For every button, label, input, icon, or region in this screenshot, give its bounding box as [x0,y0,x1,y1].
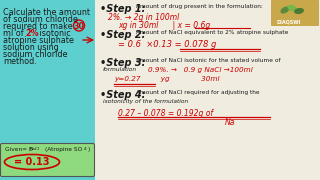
Text: NaCl: NaCl [30,147,40,151]
Text: •Step 3:: •Step 3: [100,58,146,68]
Text: 2%. → 2g in 100ml: 2%. → 2g in 100ml [108,13,179,22]
Text: Amount of NaCl equivalent to 2% atropine sulphate: Amount of NaCl equivalent to 2% atropine… [136,30,288,35]
Text: method.: method. [3,57,37,66]
Text: •Step 4:: •Step 4: [100,90,146,100]
Text: ): ) [87,147,89,152]
Text: DIAQSWI: DIAQSWI [277,20,301,25]
Ellipse shape [294,8,304,14]
Text: •Step 1:: •Step 1: [100,4,146,14]
FancyBboxPatch shape [271,0,319,26]
Text: (Atropine SO: (Atropine SO [45,147,82,152]
Text: 4: 4 [84,147,87,151]
Bar [95,0,320,180]
Text: Na: Na [225,118,236,127]
Text: Amount of NaCl isotonic for the stated volume of: Amount of NaCl isotonic for the stated v… [136,58,281,63]
Text: Amount of NaCl required for adjusting the: Amount of NaCl required for adjusting th… [136,90,260,95]
Text: = 0.6  ×0.13 = 0.078 g: = 0.6 ×0.13 = 0.078 g [118,40,216,49]
Text: •Step 2:: •Step 2: [100,30,146,40]
Ellipse shape [287,5,297,11]
Text: atropine sulphate: atropine sulphate [3,36,74,45]
Text: of sodium chloride: of sodium chloride [3,15,78,24]
Text: 0.27 – 0.078 = 0.192g of: 0.27 – 0.078 = 0.192g of [118,109,213,118]
Text: required to make: required to make [3,22,75,31]
Text: = 0.13: = 0.13 [14,157,50,167]
Text: solution using: solution using [3,43,59,52]
Text: Amount of drug present in the formulation:: Amount of drug present in the formulatio… [136,4,263,9]
Text: sodium chloride: sodium chloride [3,50,68,59]
Text: formulation: formulation [103,67,137,72]
Text: ml of: ml of [3,29,26,38]
Text: xg in 30ml      | x = 0.6g: xg in 30ml | x = 0.6g [118,21,210,30]
Text: isotonicity of the formulation: isotonicity of the formulation [103,99,188,104]
Text: 2%: 2% [25,29,39,38]
Text: Given= E: Given= E [5,147,33,152]
Bar [0,0,95,180]
Ellipse shape [280,6,290,14]
FancyBboxPatch shape [1,143,94,177]
Text: y=0.27         yg              30ml: y=0.27 yg 30ml [114,76,220,82]
Text: 0.9%. →   0.9 g NaCl →100ml: 0.9%. → 0.9 g NaCl →100ml [148,67,253,73]
Text: 30: 30 [74,22,84,31]
Text: Calculate the amount: Calculate the amount [3,8,90,17]
Text: isotonic: isotonic [37,29,71,38]
